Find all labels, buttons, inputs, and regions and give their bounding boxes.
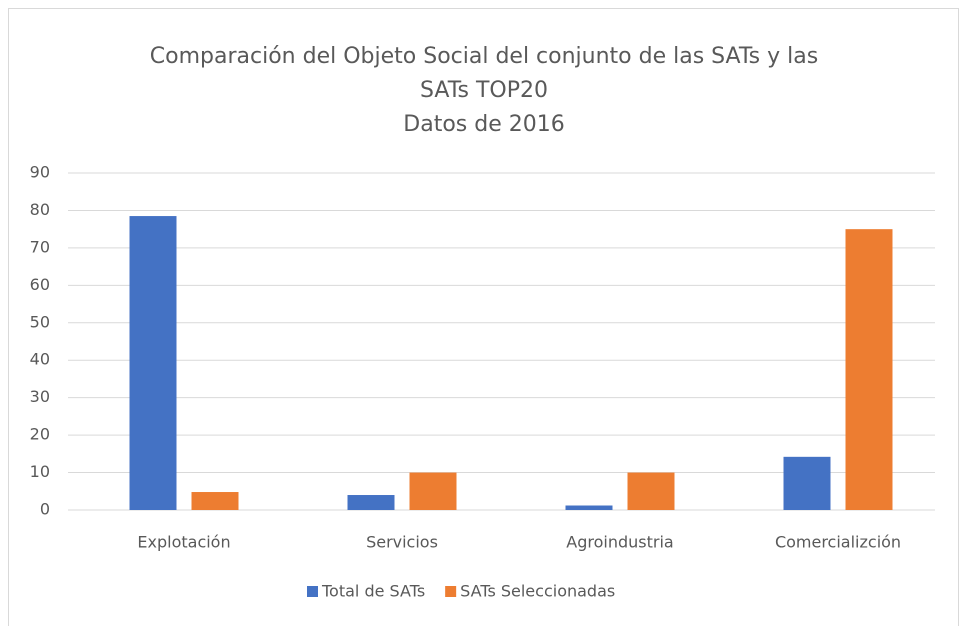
x-tick-label: Agroindustria bbox=[566, 533, 673, 552]
bar bbox=[129, 216, 177, 511]
chart-title: Datos de 2016 bbox=[403, 112, 564, 137]
legend-label: SATs Seleccionadas bbox=[460, 582, 615, 601]
y-tick-label: 90 bbox=[30, 163, 50, 182]
x-tick-label: Comercializción bbox=[775, 533, 901, 552]
y-tick-label: 60 bbox=[30, 275, 50, 294]
y-tick-label: 50 bbox=[30, 312, 50, 331]
x-tick-label: Servicios bbox=[366, 533, 438, 552]
y-tick-label: 80 bbox=[30, 200, 50, 219]
bar bbox=[845, 229, 893, 510]
bar bbox=[627, 472, 675, 510]
chart-title: SATs TOP20 bbox=[420, 78, 548, 103]
x-tick-label: Explotación bbox=[137, 533, 230, 552]
legend-swatch bbox=[307, 586, 318, 597]
y-tick-label: 70 bbox=[30, 237, 50, 256]
bar bbox=[783, 456, 831, 510]
bar bbox=[347, 495, 395, 510]
chart-title: Comparación del Objeto Social del conjun… bbox=[150, 44, 818, 69]
legend-label: Total de SATs bbox=[321, 582, 425, 601]
y-tick-label: 20 bbox=[30, 425, 50, 444]
bar bbox=[409, 472, 457, 510]
bar bbox=[565, 505, 613, 510]
legend-swatch bbox=[445, 586, 457, 597]
y-tick-label: 30 bbox=[30, 387, 50, 406]
bar bbox=[191, 492, 239, 510]
y-tick-label: 0 bbox=[40, 500, 50, 519]
y-tick-label: 10 bbox=[30, 462, 50, 481]
y-tick-label: 40 bbox=[30, 350, 50, 369]
